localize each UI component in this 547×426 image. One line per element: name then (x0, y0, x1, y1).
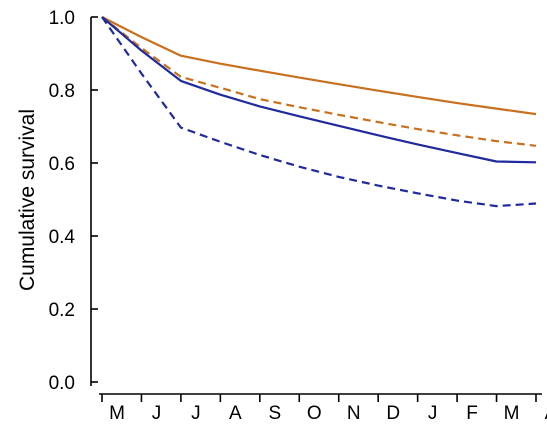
x-ticks: MJJASONDJFMA (101, 394, 547, 424)
x-tick-label: J (428, 403, 438, 424)
x-tick-label: J (191, 403, 201, 424)
x-tick-label: M (504, 403, 520, 424)
series-line-1 (101, 16, 537, 116)
series-line-4 (101, 16, 537, 208)
y-tick-label: 1.0 (49, 8, 75, 29)
series-group (101, 16, 537, 208)
y-tick-label: 0.0 (49, 373, 75, 394)
x-tick-label: J (152, 403, 162, 424)
x-tick-label: M (109, 403, 125, 424)
y-ticks: 0.0 0.2 0.4 0.6 0.8 1.0 (49, 8, 98, 394)
x-tick-label: A (229, 403, 242, 424)
y-axis-title: Cumulative survival (16, 109, 39, 291)
x-tick-label: N (347, 403, 361, 424)
x-tick-label: F (466, 403, 478, 424)
y-tick-label: 0.8 (49, 81, 75, 102)
x-tick-label: A (545, 403, 547, 424)
y-tick-label: 0.6 (49, 154, 75, 175)
y-tick-label: 0.4 (49, 227, 76, 248)
series-line-2 (101, 16, 537, 147)
series-line-3 (101, 16, 537, 164)
y-tick-label: 0.2 (49, 300, 75, 321)
x-tick-label: O (307, 403, 322, 424)
x-tick-label: D (386, 403, 400, 424)
x-tick-label: S (268, 403, 281, 424)
